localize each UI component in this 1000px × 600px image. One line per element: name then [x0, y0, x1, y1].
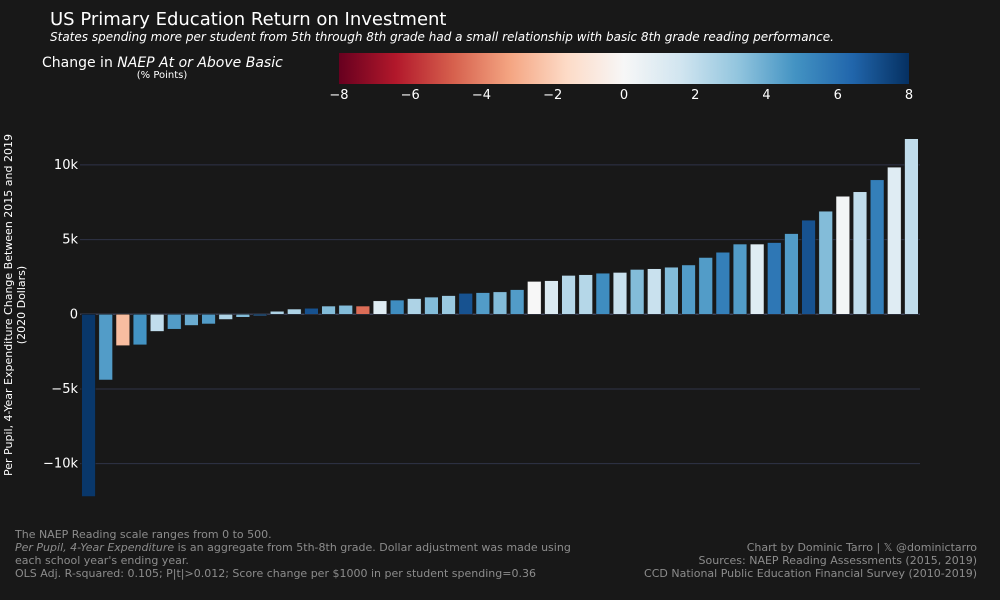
bar: [698, 257, 713, 315]
bar: [201, 314, 216, 325]
bar: [732, 243, 748, 315]
bar: [664, 266, 679, 315]
colorbar-tick-label: 6: [834, 88, 842, 103]
footer-credit-survey: CCD National Public Education Financial …: [644, 567, 977, 580]
bar: [150, 314, 165, 332]
colorbar-subtitle: (% Points): [136, 70, 188, 81]
colorbar-tick-label: 8: [905, 88, 913, 103]
footer-credits: Chart by Dominic Tarro | 𝕏 @dominictarro…: [644, 541, 977, 580]
chart-title: US Primary Education Return on Investmen…: [50, 9, 447, 30]
footer-note-expenditure-term: Per Pupil, 4-Year Expenditure: [15, 541, 175, 554]
bar: [681, 264, 696, 315]
colorbar-tick-label: −4: [472, 88, 491, 103]
y-tick-label: −5k: [51, 382, 78, 397]
bar: [750, 243, 765, 315]
bar: [715, 252, 730, 315]
bar: [647, 268, 662, 315]
y-axis-label-units: (2020 Dollars): [15, 266, 28, 344]
bar: [287, 308, 302, 315]
bar: [372, 300, 388, 315]
bar: [407, 298, 422, 315]
bar: [424, 296, 439, 315]
bar: [578, 274, 593, 315]
bar: [784, 233, 799, 315]
bar: [184, 314, 199, 326]
bar: [338, 305, 353, 315]
y-tick-label: 5k: [62, 233, 78, 248]
footer-note-ols: OLS Adj. R-squared: 0.105; P|t|>0.012; S…: [15, 567, 536, 580]
bar: [304, 308, 319, 315]
bar: [852, 191, 868, 315]
bar: [218, 314, 233, 320]
bar: [870, 179, 885, 315]
bar: [630, 269, 645, 315]
colorbar-ticks: −8 −6 −4 −2 0 2 4 6 8: [329, 88, 913, 103]
colorbar-tick-label: 4: [762, 88, 770, 103]
bar: [527, 281, 542, 315]
bar: [818, 210, 833, 315]
y-tick-label: −10k: [43, 457, 78, 472]
bars: [81, 138, 919, 497]
bar: [510, 289, 525, 315]
y-axis-label: Per Pupil, 4-Year Expenditure Change Bet…: [2, 134, 15, 476]
bar: [561, 275, 576, 315]
bar: [887, 166, 902, 315]
bar: [835, 196, 850, 315]
colorbar-tick-label: 0: [620, 88, 628, 103]
footer-notes: The NAEP Reading scale ranges from 0 to …: [15, 528, 575, 580]
bar: [612, 272, 628, 315]
bar: [81, 314, 96, 497]
bar: [115, 314, 130, 346]
bar: [390, 299, 405, 315]
colorbar-tick-label: −2: [543, 88, 562, 103]
colorbar-tick-label: −6: [401, 88, 420, 103]
colorbar-title-prefix: Change in: [42, 55, 118, 71]
bar: [167, 314, 182, 330]
colorbar-tick-label: 2: [691, 88, 699, 103]
bar: [595, 272, 610, 315]
y-tick-label: 10k: [54, 158, 79, 173]
colorbar-title: Change in NAEP At or Above Basic (% Point…: [42, 55, 283, 81]
chart-subtitle: States spending more per student from 5t…: [50, 30, 834, 44]
bar: [904, 138, 919, 315]
bar: [252, 314, 268, 317]
footer-credit-sources: Sources: NAEP Reading Assessments (2015,…: [698, 554, 977, 567]
bar: [235, 314, 250, 318]
bar: [544, 280, 559, 315]
footer-credit-author: Chart by Dominic Tarro | 𝕏 @dominictarro: [746, 541, 977, 554]
bar: [132, 314, 148, 346]
bar: [270, 311, 285, 315]
y-tick-label: 0: [70, 307, 78, 322]
footer-note-expenditure: Per Pupil, 4-Year Expenditure is an aggr…: [15, 541, 575, 567]
bar: [458, 293, 473, 315]
colorbar-title-italic: NAEP At or Above Basic: [117, 55, 283, 71]
y-axis-ticks: −10k −5k 0 5k 10k: [43, 158, 78, 472]
bar: [767, 242, 782, 315]
colorbar: [339, 53, 909, 84]
bar: [355, 305, 370, 315]
footer-note-expenditure-text: is an aggregate from 5th-8th grade. Doll…: [15, 541, 571, 567]
footer-note-scale: The NAEP Reading scale ranges from 0 to …: [15, 528, 272, 541]
colorbar-tick-label: −8: [329, 88, 348, 103]
bar: [98, 314, 113, 381]
bar: [475, 292, 490, 315]
bar: [321, 305, 336, 315]
bar: [441, 295, 456, 315]
bar: [492, 291, 508, 315]
bar: [801, 219, 816, 315]
